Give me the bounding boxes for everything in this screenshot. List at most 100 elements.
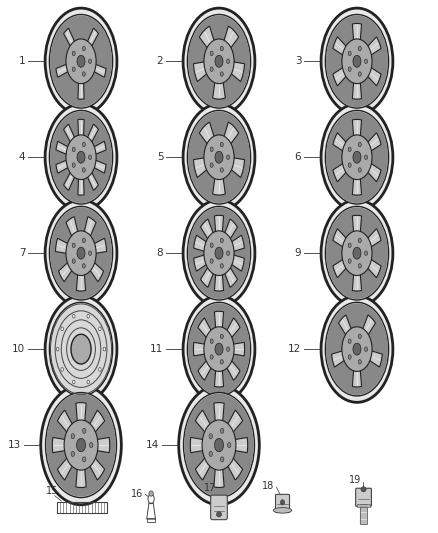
Ellipse shape [326, 111, 388, 203]
Polygon shape [215, 367, 223, 387]
Ellipse shape [210, 147, 213, 151]
Ellipse shape [215, 343, 223, 355]
Polygon shape [333, 37, 348, 56]
Ellipse shape [45, 295, 118, 404]
Polygon shape [59, 261, 74, 282]
FancyBboxPatch shape [356, 488, 371, 506]
Ellipse shape [82, 46, 85, 51]
Bar [357, 504, 370, 507]
Polygon shape [201, 265, 214, 287]
Ellipse shape [99, 368, 101, 372]
Text: 7: 7 [19, 248, 25, 258]
Ellipse shape [220, 72, 223, 76]
Ellipse shape [57, 348, 59, 351]
Text: 12: 12 [288, 344, 301, 354]
Ellipse shape [325, 206, 389, 300]
Text: 6: 6 [295, 152, 301, 162]
Ellipse shape [326, 303, 388, 395]
Polygon shape [88, 261, 103, 282]
Ellipse shape [364, 59, 367, 63]
Ellipse shape [348, 339, 351, 343]
Polygon shape [233, 438, 247, 453]
Ellipse shape [72, 51, 75, 55]
Ellipse shape [364, 155, 367, 159]
Polygon shape [332, 350, 346, 367]
Polygon shape [194, 254, 208, 271]
Polygon shape [194, 235, 208, 252]
Text: 14: 14 [146, 440, 159, 450]
Polygon shape [57, 410, 74, 434]
Ellipse shape [66, 231, 96, 276]
Ellipse shape [89, 442, 93, 448]
Polygon shape [366, 133, 381, 152]
Polygon shape [229, 157, 244, 177]
Ellipse shape [66, 135, 96, 180]
Ellipse shape [210, 67, 213, 71]
Polygon shape [76, 465, 86, 488]
Ellipse shape [348, 355, 351, 359]
Ellipse shape [220, 457, 224, 462]
Ellipse shape [210, 339, 213, 343]
Polygon shape [226, 456, 243, 480]
Ellipse shape [187, 302, 251, 396]
Text: 18: 18 [262, 481, 275, 491]
Ellipse shape [215, 438, 223, 452]
Ellipse shape [72, 163, 75, 167]
Ellipse shape [183, 295, 256, 404]
Ellipse shape [204, 39, 234, 84]
Ellipse shape [353, 151, 361, 163]
Ellipse shape [49, 110, 113, 204]
Polygon shape [92, 141, 106, 155]
Ellipse shape [280, 500, 285, 505]
Polygon shape [57, 456, 74, 480]
Ellipse shape [45, 104, 117, 211]
Polygon shape [353, 215, 361, 235]
Ellipse shape [348, 259, 351, 263]
FancyBboxPatch shape [211, 495, 227, 520]
Ellipse shape [358, 142, 361, 147]
Polygon shape [56, 238, 70, 254]
Polygon shape [353, 175, 361, 195]
Ellipse shape [353, 343, 361, 355]
Polygon shape [195, 456, 212, 480]
Ellipse shape [183, 8, 255, 115]
Ellipse shape [66, 39, 96, 84]
Bar [147, 518, 155, 522]
Ellipse shape [273, 507, 292, 513]
Text: 11: 11 [150, 344, 163, 354]
Ellipse shape [77, 438, 85, 452]
FancyBboxPatch shape [276, 495, 290, 513]
Polygon shape [86, 170, 99, 190]
Polygon shape [77, 271, 85, 291]
Ellipse shape [326, 207, 388, 299]
Ellipse shape [348, 243, 351, 247]
Ellipse shape [87, 314, 89, 318]
Ellipse shape [99, 327, 101, 330]
Ellipse shape [348, 67, 351, 71]
Polygon shape [195, 410, 212, 434]
Ellipse shape [71, 334, 91, 364]
Ellipse shape [220, 334, 223, 338]
Ellipse shape [321, 296, 393, 402]
Polygon shape [353, 79, 361, 99]
Polygon shape [353, 119, 361, 139]
Ellipse shape [321, 295, 394, 404]
Ellipse shape [183, 200, 255, 306]
Polygon shape [333, 162, 348, 182]
Ellipse shape [358, 264, 361, 268]
Ellipse shape [204, 231, 234, 276]
Polygon shape [366, 162, 381, 182]
Ellipse shape [358, 72, 361, 76]
Ellipse shape [45, 296, 117, 402]
Ellipse shape [220, 168, 223, 172]
Ellipse shape [72, 259, 75, 263]
Polygon shape [64, 124, 76, 144]
Ellipse shape [321, 7, 394, 116]
Text: 15: 15 [46, 486, 59, 496]
Ellipse shape [72, 243, 75, 247]
Ellipse shape [210, 163, 213, 167]
Polygon shape [230, 254, 244, 271]
Ellipse shape [220, 142, 223, 147]
Ellipse shape [353, 55, 361, 67]
Polygon shape [194, 157, 209, 177]
